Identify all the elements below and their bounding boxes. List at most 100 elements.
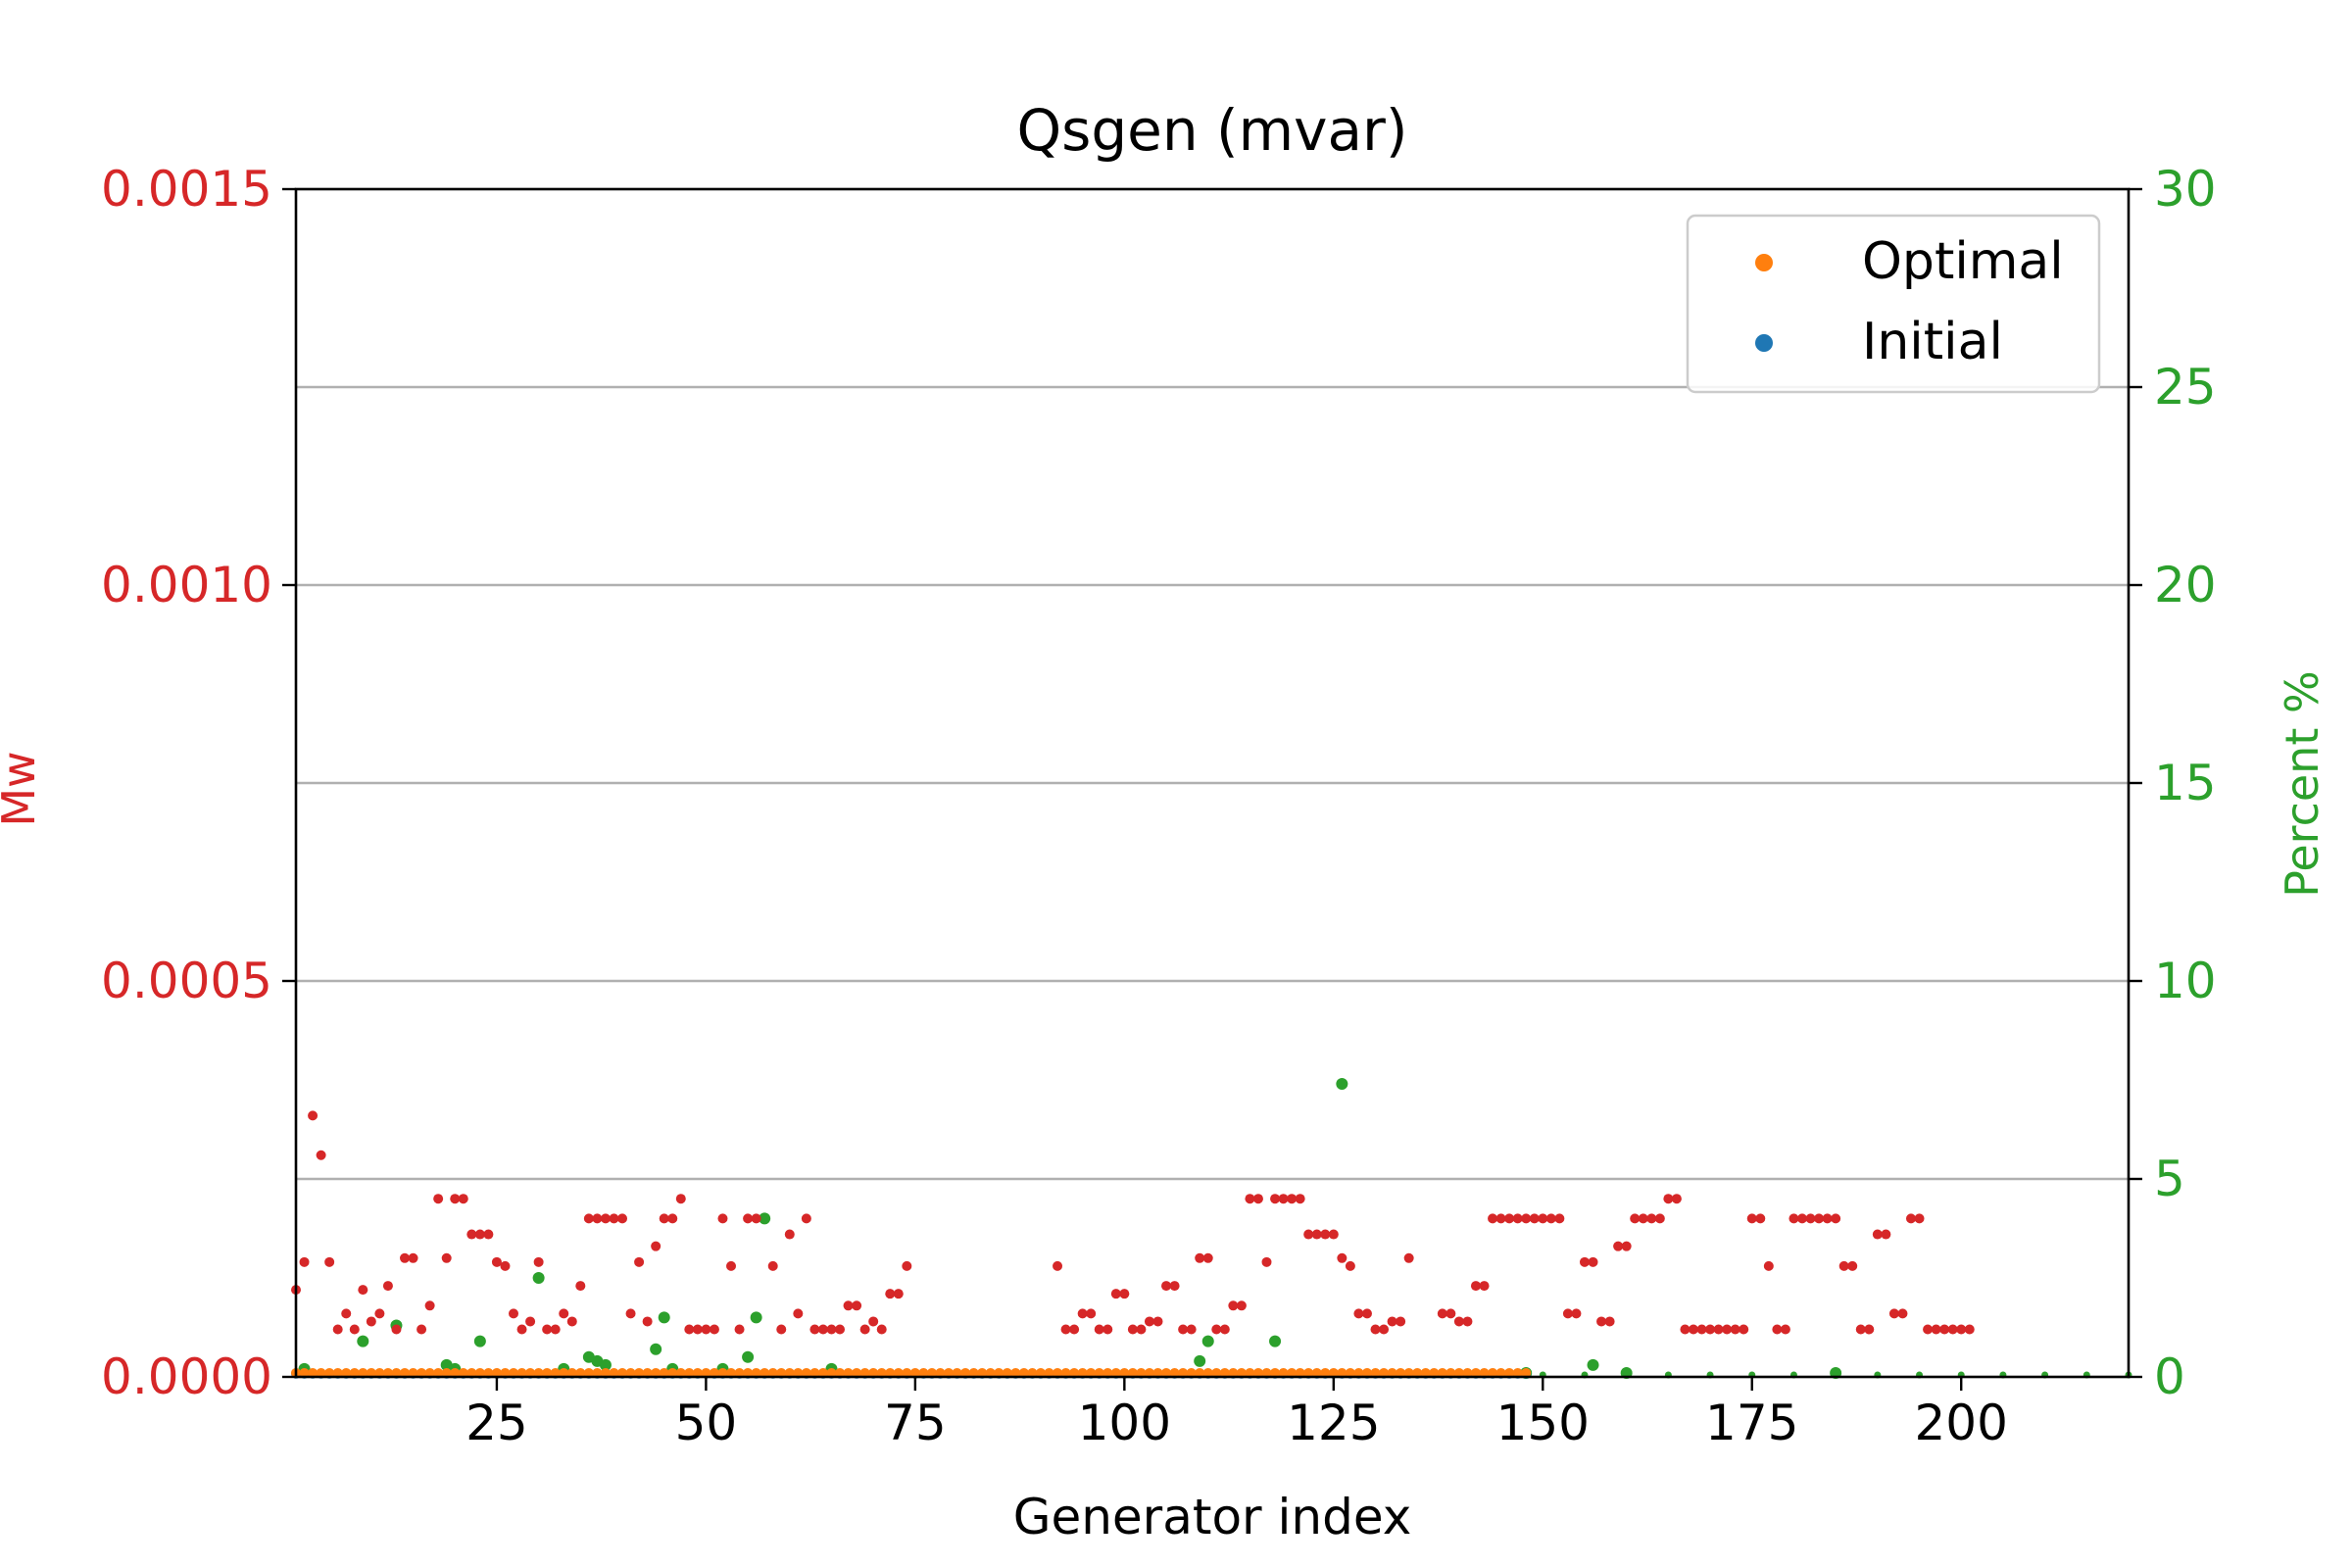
optimal-point	[902, 1367, 912, 1378]
difference-point	[1964, 1324, 1975, 1335]
x-tick-label: 200	[1915, 1395, 2008, 1451]
optimal-point	[1453, 1367, 1464, 1378]
y-right-tick-label: 5	[2154, 1151, 2185, 1207]
difference-point	[1796, 1213, 1807, 1224]
legend-marker-initial	[1755, 334, 1773, 352]
difference-point	[474, 1229, 485, 1240]
optimal-point	[642, 1367, 653, 1378]
optimal-point	[1328, 1367, 1339, 1378]
x-axis-label: Generator index	[1013, 1489, 1412, 1545]
optimal-point	[416, 1367, 427, 1378]
optimal-point	[575, 1367, 586, 1378]
difference-point	[592, 1213, 603, 1224]
optimal-point	[1412, 1367, 1423, 1378]
difference-point	[1788, 1213, 1799, 1224]
difference-point	[1914, 1213, 1925, 1224]
percent-point	[658, 1311, 670, 1324]
difference-point	[542, 1324, 553, 1335]
percent-point	[473, 1335, 486, 1348]
difference-point	[1295, 1194, 1305, 1204]
x-tick-label: 100	[1078, 1395, 1171, 1451]
y-right-tick-label: 10	[2154, 953, 2217, 1009]
optimal-point	[316, 1367, 326, 1378]
optimal-point	[817, 1367, 828, 1378]
optimal-point	[458, 1367, 468, 1378]
optimal-point	[1303, 1367, 1314, 1378]
difference-point	[1152, 1316, 1163, 1327]
difference-point	[617, 1213, 628, 1224]
difference-point	[1897, 1308, 1908, 1319]
difference-point	[1814, 1213, 1825, 1224]
optimal-point	[1186, 1367, 1197, 1378]
optimal-point	[684, 1367, 695, 1378]
difference-point	[358, 1285, 368, 1296]
difference-point	[835, 1324, 846, 1335]
y-right-tick-label: 25	[2154, 359, 2217, 416]
difference-point	[550, 1324, 561, 1335]
optimal-point	[651, 1367, 662, 1378]
optimal-point	[1110, 1367, 1121, 1378]
difference-point	[1287, 1194, 1298, 1204]
optimal-point	[1504, 1367, 1515, 1378]
difference-point	[1923, 1324, 1934, 1335]
difference-point	[1219, 1324, 1230, 1335]
optimal-point	[1086, 1367, 1097, 1378]
optimal-point	[1345, 1367, 1355, 1378]
difference-point	[659, 1213, 669, 1224]
difference-point	[1119, 1289, 1130, 1299]
optimal-point	[1027, 1367, 1038, 1378]
x-tick-label: 75	[884, 1395, 947, 1451]
difference-point	[1136, 1324, 1147, 1335]
percent-point	[1194, 1354, 1206, 1367]
optimal-point	[408, 1367, 418, 1378]
difference-point	[1763, 1260, 1774, 1271]
optimal-point	[1245, 1367, 1255, 1378]
optimal-point	[500, 1367, 511, 1378]
difference-point	[1562, 1308, 1573, 1319]
y-left-tick-label: 0.0015	[101, 161, 272, 218]
difference-point	[1739, 1324, 1749, 1335]
difference-point	[441, 1252, 452, 1263]
optimal-point	[566, 1367, 577, 1378]
difference-point	[1746, 1213, 1757, 1224]
difference-point	[1077, 1308, 1088, 1319]
difference-point	[1053, 1260, 1063, 1271]
difference-point	[1186, 1324, 1197, 1335]
difference-point	[1831, 1213, 1841, 1224]
difference-point	[1872, 1229, 1883, 1240]
optimal-point	[1403, 1367, 1414, 1378]
difference-point	[324, 1256, 335, 1267]
optimal-point	[349, 1367, 360, 1378]
optimal-point	[994, 1367, 1004, 1378]
difference-point	[1529, 1213, 1540, 1224]
optimal-point	[509, 1367, 519, 1378]
difference-point	[583, 1213, 594, 1224]
legend-label-initial: Initial	[1862, 313, 2003, 371]
difference-point	[1755, 1213, 1766, 1224]
difference-point	[1252, 1194, 1263, 1204]
percent-point	[1269, 1335, 1282, 1348]
difference-point	[450, 1194, 461, 1204]
difference-point	[1688, 1324, 1698, 1335]
difference-point	[1621, 1241, 1632, 1251]
optimal-point	[1053, 1367, 1063, 1378]
difference-point	[1947, 1324, 1958, 1335]
difference-point	[1730, 1324, 1740, 1335]
difference-point	[1320, 1229, 1331, 1240]
optimal-point	[667, 1367, 678, 1378]
difference-point	[1236, 1300, 1247, 1311]
percent-point	[650, 1343, 662, 1355]
difference-point	[1696, 1324, 1707, 1335]
optimal-point	[909, 1367, 920, 1378]
optimal-point	[701, 1367, 711, 1378]
y-left-tick-label: 0.0000	[101, 1348, 272, 1405]
optimal-point	[826, 1367, 837, 1378]
optimal-point	[1195, 1367, 1205, 1378]
difference-point	[1822, 1213, 1833, 1224]
difference-point	[1646, 1213, 1657, 1224]
optimal-point	[609, 1367, 619, 1378]
difference-point	[559, 1308, 569, 1319]
y-right-tick-label: 20	[2154, 557, 2217, 613]
difference-point	[1588, 1256, 1598, 1267]
difference-point	[776, 1324, 787, 1335]
